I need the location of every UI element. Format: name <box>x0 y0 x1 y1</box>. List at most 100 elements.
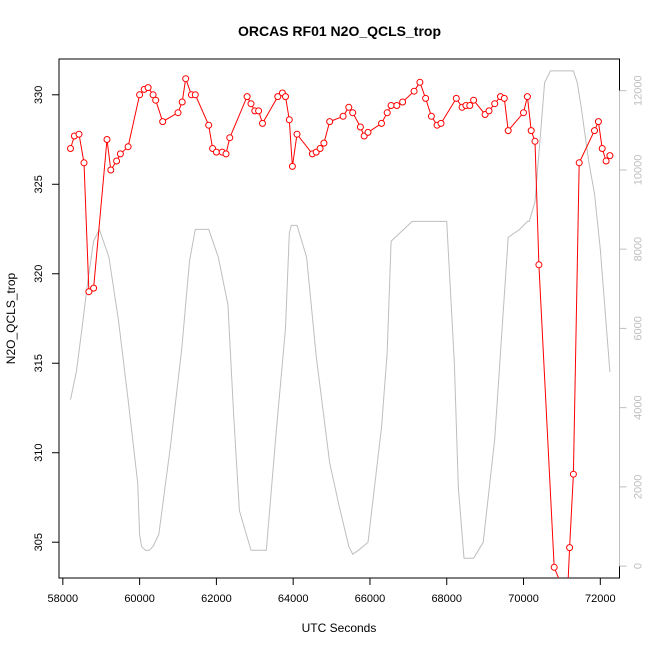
data-point <box>282 93 289 101</box>
data-point <box>113 157 121 165</box>
data-point <box>103 136 111 143</box>
data-point <box>174 109 182 117</box>
data-point <box>345 103 353 111</box>
y-tick-label: 310 <box>33 444 45 462</box>
y2-tick-label: 10000 <box>633 155 645 186</box>
data-point <box>470 96 478 104</box>
y2-tick-label: 2000 <box>633 475 645 499</box>
data-point <box>255 107 263 115</box>
y2-tick-label: 8000 <box>633 237 645 261</box>
data-point <box>90 284 98 292</box>
x-tick-label: 66000 <box>355 593 386 605</box>
y-tick-label: 305 <box>33 533 45 551</box>
data-point <box>293 130 301 138</box>
data-point <box>80 159 88 167</box>
data-point <box>326 118 334 126</box>
series-primary <box>67 75 614 578</box>
x-tick-label: 58000 <box>48 593 79 605</box>
data-point <box>500 94 508 102</box>
data-point <box>520 109 527 117</box>
y2-tick-label: 4000 <box>633 395 645 419</box>
data-point <box>116 150 124 158</box>
data-point <box>259 119 266 127</box>
data-point <box>320 139 328 147</box>
data-point <box>602 157 610 165</box>
data-point <box>159 118 167 126</box>
y-tick-label: 330 <box>33 86 45 104</box>
x-tick-label: 60000 <box>124 593 155 605</box>
series-secondary-line <box>70 70 611 559</box>
y2-tick-label: 0 <box>633 563 645 569</box>
data-point <box>437 119 445 127</box>
data-point <box>504 127 512 135</box>
data-point <box>550 563 558 571</box>
data-point <box>178 98 186 106</box>
data-point <box>594 118 602 126</box>
y2-tick-label: 6000 <box>633 316 645 340</box>
data-point <box>124 143 132 151</box>
data-point <box>491 100 499 108</box>
data-point <box>591 127 598 135</box>
y-axis: 305 310 315 320 325 330 <box>33 86 60 551</box>
x-tick-label: 70000 <box>508 593 539 605</box>
data-point <box>85 288 93 296</box>
data-point <box>182 75 190 83</box>
data-point <box>422 94 430 102</box>
data-point <box>466 102 474 109</box>
data-point <box>485 107 493 115</box>
data-point <box>136 91 144 99</box>
y-tick-label: 315 <box>33 354 45 372</box>
data-point <box>427 112 435 120</box>
data-point <box>285 116 293 124</box>
y-axis-label: N2O_QCLS_trop <box>4 272 18 364</box>
data-point <box>387 102 395 109</box>
data-point <box>316 145 324 152</box>
data-point <box>107 166 115 174</box>
x-tick-label: 64000 <box>278 593 309 605</box>
data-point <box>349 109 357 117</box>
data-point <box>274 93 282 101</box>
y2-axis: 0 2000 4000 6000 8000 10000 12000 <box>619 75 645 569</box>
data-point <box>67 145 74 152</box>
data-point <box>288 162 296 170</box>
x-axis-label: UTC Seconds <box>302 621 377 635</box>
data-point <box>566 544 574 552</box>
data-point <box>531 137 539 145</box>
data-point <box>393 102 401 109</box>
y-tick-label: 325 <box>33 175 45 193</box>
data-point <box>383 109 391 117</box>
data-point <box>416 78 424 86</box>
series-secondary <box>70 70 611 559</box>
data-point <box>378 119 385 127</box>
y2-tick-label: 12000 <box>633 75 645 106</box>
data-point <box>191 91 199 99</box>
data-point <box>364 128 372 136</box>
y-tick-label: 320 <box>33 265 45 283</box>
data-point <box>339 112 347 120</box>
data-point <box>222 150 230 158</box>
data-point <box>226 134 234 142</box>
x-tick-label: 72000 <box>585 593 616 605</box>
data-point <box>606 152 614 160</box>
x-axis: 58000 60000 62000 64000 66000 68000 70000 72000 <box>48 577 616 605</box>
data-point <box>399 98 407 106</box>
data-point <box>152 96 160 104</box>
data-point <box>452 94 460 102</box>
x-tick-label: 62000 <box>201 593 232 605</box>
data-point <box>75 130 83 138</box>
data-point <box>527 127 535 135</box>
data-point <box>247 100 255 108</box>
data-point <box>523 93 531 101</box>
data-point <box>410 87 418 95</box>
x-tick-label: 68000 <box>431 593 462 605</box>
data-point <box>575 159 583 167</box>
data-point <box>356 123 364 131</box>
data-point <box>205 121 213 129</box>
data-point <box>535 261 543 269</box>
data-point <box>149 91 157 99</box>
data-point <box>144 84 152 92</box>
data-point <box>212 148 220 156</box>
data-point <box>243 93 251 101</box>
